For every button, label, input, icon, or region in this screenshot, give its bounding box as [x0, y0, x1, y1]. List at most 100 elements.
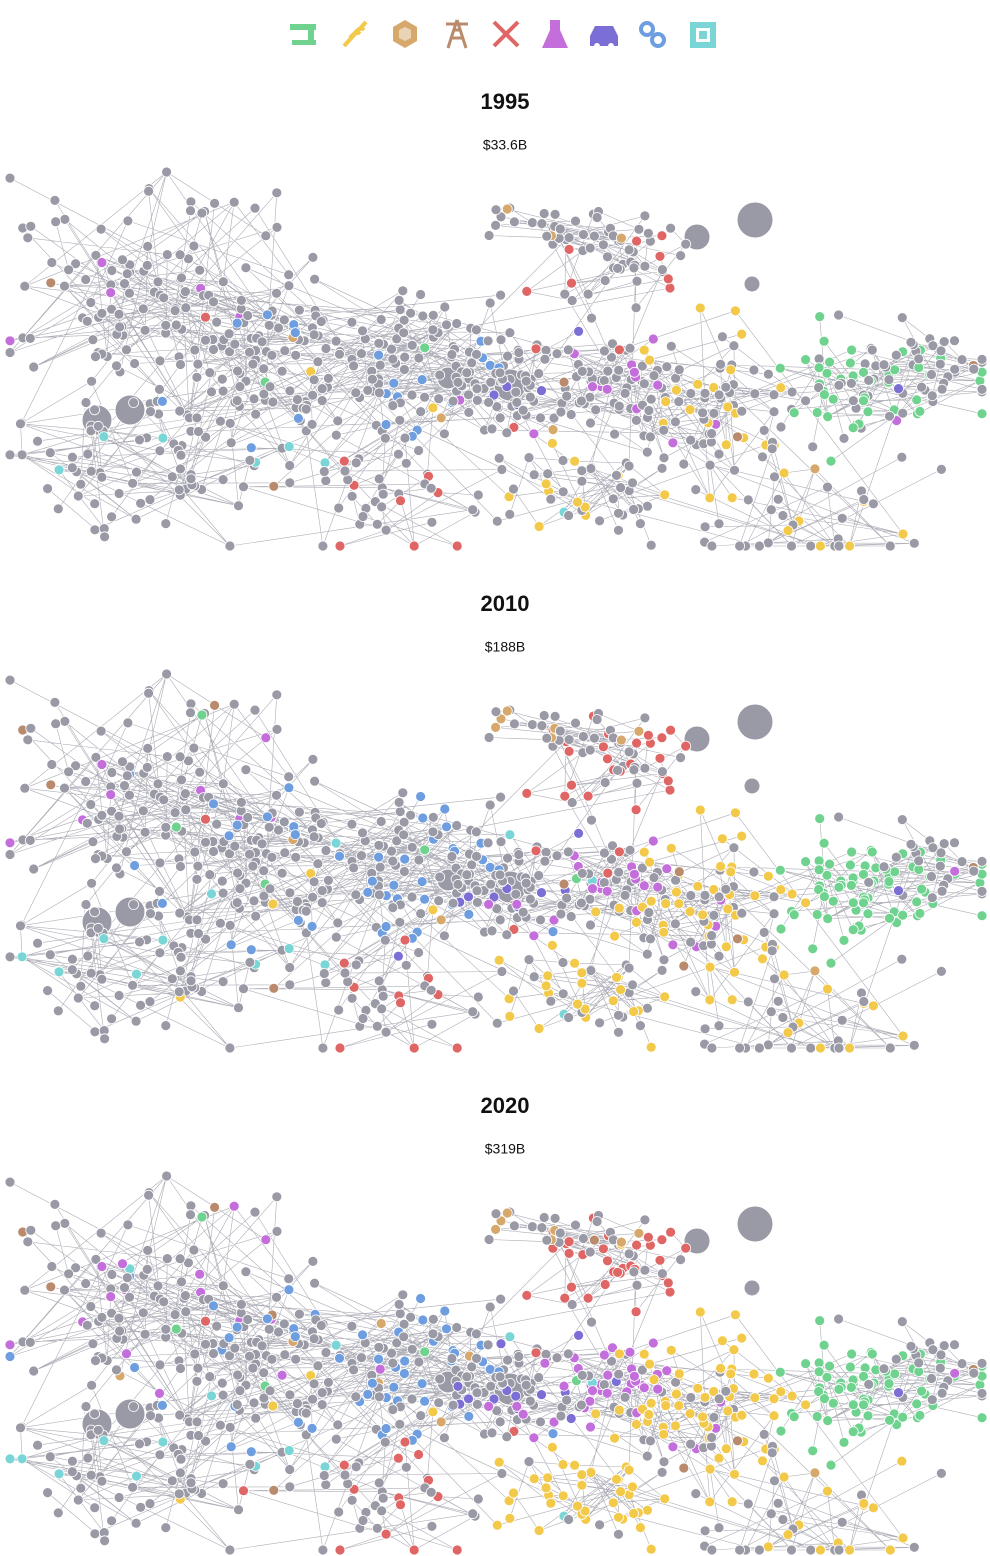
- node: [22, 1236, 34, 1248]
- node: [671, 886, 682, 898]
- node: [154, 355, 166, 367]
- node: [539, 1357, 551, 1369]
- node: [717, 1335, 728, 1347]
- node: [594, 515, 605, 527]
- node: [161, 166, 173, 178]
- node: [322, 874, 334, 886]
- node: [391, 333, 403, 345]
- node: [49, 1198, 61, 1210]
- node: [114, 321, 125, 333]
- icon-chemicals[interactable]: [542, 20, 568, 48]
- node: [491, 1017, 503, 1029]
- node: [631, 275, 643, 287]
- node: [24, 834, 36, 846]
- node: [447, 1399, 459, 1411]
- node: [533, 521, 545, 532]
- node: [176, 272, 187, 284]
- node: [614, 846, 625, 858]
- node: [533, 870, 545, 881]
- node: [106, 1307, 117, 1319]
- node: [504, 1513, 516, 1524]
- node: [216, 373, 228, 385]
- node: [306, 418, 318, 430]
- node: [452, 878, 464, 890]
- node: [976, 910, 988, 922]
- icon-vehicles[interactable]: [590, 26, 618, 49]
- node: [565, 409, 577, 420]
- node: [949, 1367, 961, 1379]
- node: [657, 264, 668, 276]
- node: [293, 304, 305, 316]
- node: [726, 1496, 738, 1508]
- icon-machinery[interactable]: [639, 21, 666, 48]
- node: [706, 540, 718, 552]
- node: [584, 744, 596, 756]
- node: [292, 412, 304, 424]
- icon-metals[interactable]: [492, 20, 520, 48]
- node: [316, 1387, 328, 1399]
- node: [217, 1389, 229, 1401]
- node: [495, 1293, 507, 1305]
- node: [768, 389, 780, 401]
- node: [562, 344, 574, 356]
- node: [494, 1371, 506, 1383]
- node: [145, 1410, 156, 1422]
- node: [406, 841, 418, 853]
- panel-year: 2010: [481, 591, 530, 616]
- node: [706, 1042, 718, 1054]
- node: [419, 391, 431, 403]
- node: [427, 904, 439, 916]
- icon-minerals[interactable]: [446, 19, 468, 49]
- node: [160, 518, 172, 529]
- node: [471, 1387, 483, 1399]
- node: [96, 973, 108, 985]
- node: [576, 1369, 588, 1381]
- node: [800, 1399, 811, 1411]
- node: [154, 1387, 165, 1399]
- node: [308, 1378, 320, 1390]
- node: [536, 1222, 548, 1234]
- icon-agriculture[interactable]: [342, 20, 368, 48]
- node: [25, 1224, 37, 1236]
- node: [451, 318, 463, 329]
- node: [569, 1459, 580, 1471]
- node: [470, 324, 482, 336]
- node: [599, 847, 610, 859]
- node: [398, 816, 410, 828]
- icon-textiles[interactable]: [290, 24, 316, 45]
- node: [557, 455, 569, 466]
- node: [914, 907, 926, 919]
- node: [284, 385, 296, 397]
- node: [768, 1393, 780, 1405]
- node: [914, 405, 926, 417]
- node: [271, 689, 283, 701]
- node: [225, 1441, 237, 1453]
- node: [551, 348, 563, 360]
- node: [82, 1452, 94, 1464]
- node: [520, 877, 532, 889]
- node: [258, 890, 270, 902]
- node: [863, 1378, 875, 1390]
- node: [762, 537, 774, 549]
- node: [224, 540, 236, 552]
- node: [976, 353, 988, 365]
- node: [89, 1000, 101, 1012]
- node: [630, 804, 642, 816]
- icon-stone[interactable]: [393, 20, 417, 48]
- node: [878, 861, 890, 873]
- node: [736, 405, 748, 417]
- node: [96, 1475, 108, 1487]
- icon-electronics[interactable]: [690, 22, 716, 48]
- node: [631, 916, 642, 928]
- node: [231, 819, 243, 831]
- node: [283, 1273, 295, 1285]
- node: [105, 1291, 117, 1303]
- node: [502, 852, 514, 864]
- node: [660, 898, 672, 910]
- node: [825, 1459, 837, 1471]
- node: [185, 1477, 197, 1489]
- node: [662, 775, 674, 787]
- node: [174, 1467, 186, 1479]
- node: [896, 814, 908, 826]
- node: [884, 1042, 896, 1054]
